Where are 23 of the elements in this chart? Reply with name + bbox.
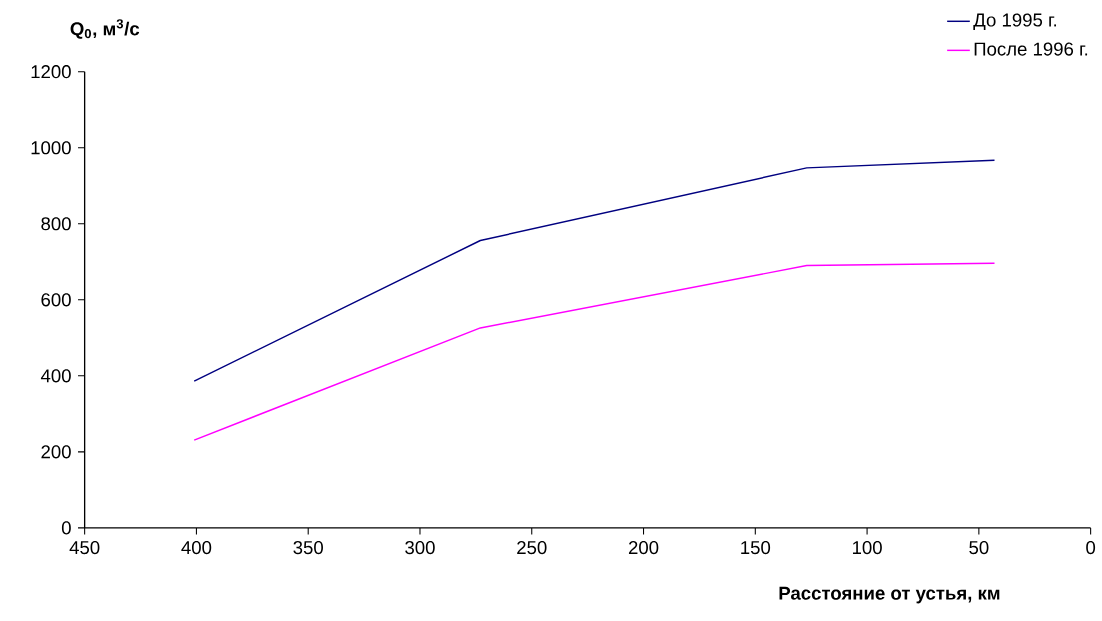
x-tick-label: 400 bbox=[181, 541, 212, 555]
y-tick-label: 200 bbox=[41, 445, 71, 459]
line-series bbox=[193, 159, 996, 383]
y-axis-title: Q$_{0}$, м$^{3}$/с bbox=[70, 19, 140, 40]
x-tick-label: 300 bbox=[405, 541, 435, 555]
y-tick-label: 600 bbox=[41, 293, 71, 307]
y-tick-label: 400 bbox=[40, 369, 71, 383]
x-tick-label: 200 bbox=[628, 541, 659, 555]
x-tick-label: 250 bbox=[517, 541, 547, 555]
x-tick-label: 50 bbox=[969, 541, 989, 555]
x-tick-label: 100 bbox=[852, 541, 882, 555]
legend-label: После 1996 г. bbox=[974, 42, 1088, 56]
y-tick-label: 0 bbox=[61, 521, 71, 535]
y-tick-label: 1000 bbox=[31, 141, 71, 155]
x-tick-label: 450 bbox=[69, 541, 100, 555]
x-tick-label: 150 bbox=[741, 541, 771, 555]
y-tick-label: 800 bbox=[41, 217, 71, 231]
line-series bbox=[193, 262, 996, 442]
x-tick-label: 0 bbox=[1086, 541, 1096, 555]
y-tick-label: 1200 bbox=[31, 65, 71, 79]
x-tick-label: 350 bbox=[293, 541, 323, 555]
x-axis-title: Расстояние от устья, км bbox=[779, 587, 1000, 604]
legend-label: До 1995 г. bbox=[973, 13, 1057, 31]
